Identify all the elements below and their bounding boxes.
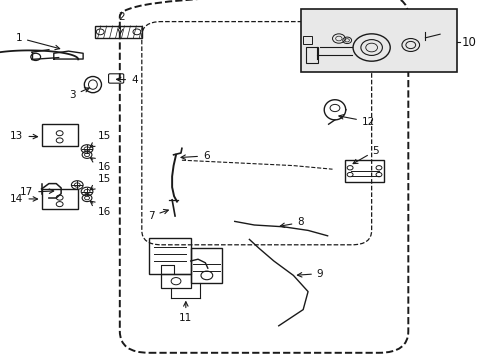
Text: 12: 12 (338, 114, 374, 127)
Bar (305, 47, 317, 63)
Text: 14: 14 (10, 194, 38, 204)
Bar (344, 160, 383, 182)
Bar (41, 124, 78, 146)
Text: 8: 8 (280, 217, 304, 228)
Text: 10: 10 (461, 36, 476, 49)
Bar (161, 274, 190, 288)
Text: 7: 7 (147, 210, 168, 221)
Text: 13: 13 (10, 131, 38, 141)
Bar (41, 189, 78, 209)
Bar (300, 9, 456, 72)
Text: 17: 17 (20, 187, 54, 197)
Text: 11: 11 (179, 302, 192, 323)
Text: 16: 16 (90, 158, 111, 172)
Text: 2: 2 (118, 12, 124, 34)
Text: 15: 15 (90, 131, 111, 147)
Bar (190, 248, 222, 283)
Text: 3: 3 (69, 88, 89, 100)
Text: 6: 6 (181, 151, 209, 161)
Text: 15: 15 (90, 174, 111, 190)
Bar (303, 36, 311, 44)
Text: 16: 16 (90, 201, 111, 217)
Text: 1: 1 (15, 33, 60, 50)
Bar (149, 238, 190, 274)
Text: 5: 5 (352, 145, 379, 163)
Bar (95, 26, 142, 38)
Text: 9: 9 (297, 269, 323, 279)
Text: 4: 4 (116, 75, 138, 85)
